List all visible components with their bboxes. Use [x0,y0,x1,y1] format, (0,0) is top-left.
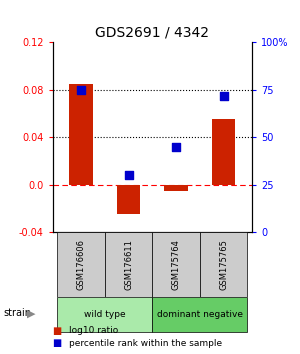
Bar [212,120,236,185]
Bar [152,232,200,297]
Text: strain: strain [3,308,31,318]
Text: GSM175764: GSM175764 [172,239,181,290]
Bar [105,232,152,297]
Text: GSM175765: GSM175765 [219,239,228,290]
Text: dominant negative: dominant negative [157,310,243,319]
Point [221,93,226,98]
Text: percentile rank within the sample: percentile rank within the sample [69,339,222,348]
Bar [117,185,140,214]
Bar [69,84,93,185]
Point [174,144,178,149]
Point [126,172,131,178]
Bar [57,297,152,332]
Bar [164,185,188,190]
Bar [200,232,247,297]
Point [79,87,83,93]
Text: GSM176606: GSM176606 [76,239,85,290]
Text: log10 ratio: log10 ratio [69,326,118,336]
Text: ■: ■ [52,338,62,348]
Text: GSM176611: GSM176611 [124,239,133,290]
Text: ▶: ▶ [27,308,35,318]
Bar [57,232,105,297]
Text: ■: ■ [52,326,62,336]
Text: wild type: wild type [84,310,126,319]
Bar [152,297,247,332]
Title: GDS2691 / 4342: GDS2691 / 4342 [95,26,209,40]
